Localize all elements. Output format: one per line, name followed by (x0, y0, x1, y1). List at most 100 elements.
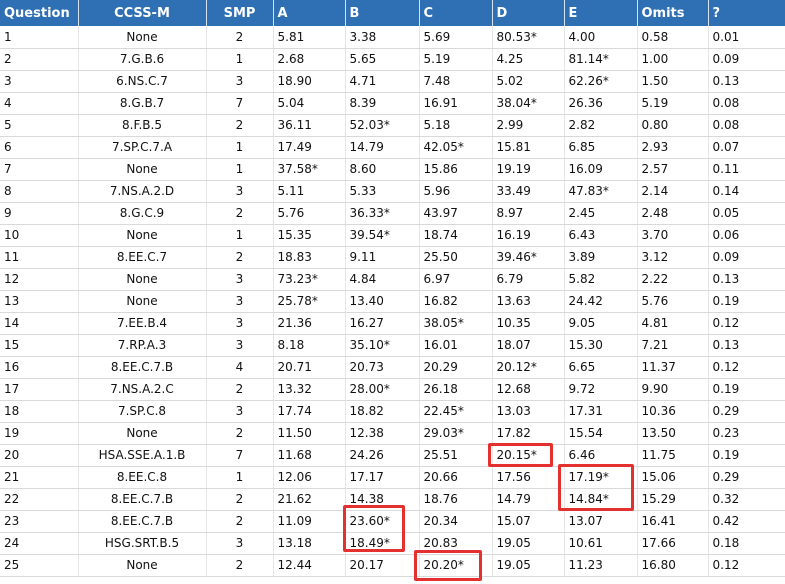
table-cell: 13.40 (345, 290, 420, 313)
table-row: 22 8.EE.C.7.B 2 21.62 14.38 18.76 14.79 14.84* 1… (0, 488, 785, 511)
table-cell: 43.97 (419, 202, 493, 225)
table-cell: 8.60 (345, 158, 420, 181)
table-cell: 0.18 (708, 532, 785, 555)
table-cell: 1 (0, 26, 79, 49)
table-cell: 13.18 (273, 532, 346, 555)
table-row: 24 HSG.SRT.B.5 3 13.18 18.49* 20.83 19.05 10.61… (0, 532, 785, 555)
table-cell: 4.00 (564, 26, 638, 49)
table-cell: 6 (0, 136, 79, 159)
table-cell: 2.45 (564, 202, 638, 225)
table-cell: 11.37 (637, 356, 709, 379)
table-row: 2 7.G.B.6 1 2.68 5.65 5.19 4.25 81.14* 1.00 0.09 (0, 48, 785, 71)
table-cell: 16.80 (637, 554, 709, 577)
table-cell: 16.82 (419, 290, 493, 313)
table-cell: 2 (206, 202, 274, 225)
table-cell: 14 (0, 312, 79, 335)
table-cell: None (78, 268, 207, 291)
table-cell: 6.65 (564, 356, 638, 379)
table-cell: 36.33* (345, 202, 420, 225)
table-cell: 3 (206, 70, 274, 93)
table-cell: 7.NS.A.2.C (78, 378, 207, 401)
table-cell: 10.61 (564, 532, 638, 555)
table-cell: 16.91 (419, 92, 493, 115)
table-cell: 0.23 (708, 422, 785, 445)
table-cell: 19 (0, 422, 79, 445)
table-cell: 1 (206, 466, 274, 489)
table-cell: 11.50 (273, 422, 346, 445)
table-cell: 5.76 (637, 290, 709, 313)
table-cell: 0.09 (708, 246, 785, 269)
table-cell: 5.11 (273, 180, 346, 203)
table-cell: 12.38 (345, 422, 420, 445)
table-cell: 8 (0, 180, 79, 203)
table-cell: 0.13 (708, 268, 785, 291)
column-header: A (273, 0, 346, 26)
table-cell: 15.81 (492, 136, 565, 159)
table-cell: 3 (206, 312, 274, 335)
table-cell: 0.12 (708, 356, 785, 379)
table-cell: 17 (0, 378, 79, 401)
table-cell: 14.38 (345, 488, 420, 511)
table-row: 14 7.EE.B.4 3 21.36 16.27 38.05* 10.35 9.05 4.81… (0, 312, 785, 335)
table-cell: 39.54* (345, 224, 420, 247)
table-cell: 24.26 (345, 444, 420, 467)
column-header: C (419, 0, 493, 26)
table-cell: 3.38 (345, 26, 420, 49)
table-cell: 9 (0, 202, 79, 225)
table-cell: 18.07 (492, 334, 565, 357)
table-cell: 17.19* (564, 466, 638, 489)
table-cell: 2 (206, 114, 274, 137)
table-cell: 2.48 (637, 202, 709, 225)
table-cell: None (78, 26, 207, 49)
table-cell: 80.53* (492, 26, 565, 49)
table-cell: 24.42 (564, 290, 638, 313)
table-cell: 2.68 (273, 48, 346, 71)
table-cell: None (78, 422, 207, 445)
table-cell: HSA.SSE.A.1.B (78, 444, 207, 467)
table-cell: 2 (206, 554, 274, 577)
table-cell: 0.08 (708, 92, 785, 115)
table-cell: 3.89 (564, 246, 638, 269)
table-cell: 1.00 (637, 48, 709, 71)
table-cell: 0.11 (708, 158, 785, 181)
table-cell: 29.03* (419, 422, 493, 445)
table-cell: 0.29 (708, 466, 785, 489)
table-cell: 20.66 (419, 466, 493, 489)
table-cell: 5.69 (419, 26, 493, 49)
table-cell: 13.63 (492, 290, 565, 313)
table-cell: 22.45* (419, 400, 493, 423)
table-cell: 3 (206, 290, 274, 313)
table-cell: 16.09 (564, 158, 638, 181)
table-cell: 19.19 (492, 158, 565, 181)
table-cell: 7.SP.C.8 (78, 400, 207, 423)
table-cell: 5.96 (419, 180, 493, 203)
table-cell: 15.54 (564, 422, 638, 445)
table-row: 5 8.F.B.5 2 36.11 52.03* 5.18 2.99 2.82 0.80 0.08 (0, 114, 785, 137)
table-row: 13 None 3 25.78* 13.40 16.82 13.63 24.42 5.76 0.1… (0, 290, 785, 313)
table-cell: 12.68 (492, 378, 565, 401)
table-cell: 17.56 (492, 466, 565, 489)
table-cell: 1.50 (637, 70, 709, 93)
table-cell: 4.71 (345, 70, 420, 93)
table-row: 17 7.NS.A.2.C 2 13.32 28.00* 26.18 12.68 9.72 9.… (0, 378, 785, 401)
table-cell: 4 (0, 92, 79, 115)
table-cell: 25.50 (419, 246, 493, 269)
table-cell: 38.04* (492, 92, 565, 115)
table-cell: 22 (0, 488, 79, 511)
table-cell: 1 (206, 48, 274, 71)
table-cell: 7 (206, 444, 274, 467)
column-header: D (492, 0, 565, 26)
table-row: 4 8.G.B.7 7 5.04 8.39 16.91 38.04* 26.36 5.19 0.0… (0, 92, 785, 115)
table-cell: 33.49 (492, 180, 565, 203)
table-cell: 18 (0, 400, 79, 423)
table-cell: 3 (206, 180, 274, 203)
table-cell: 20.73 (345, 356, 420, 379)
table-cell: 6.85 (564, 136, 638, 159)
table-cell: 2.14 (637, 180, 709, 203)
table-cell: 2 (206, 378, 274, 401)
table-cell: None (78, 158, 207, 181)
table-cell: 6.43 (564, 224, 638, 247)
table-cell: 6.NS.C.7 (78, 70, 207, 93)
table-cell: 7.SP.C.7.A (78, 136, 207, 159)
